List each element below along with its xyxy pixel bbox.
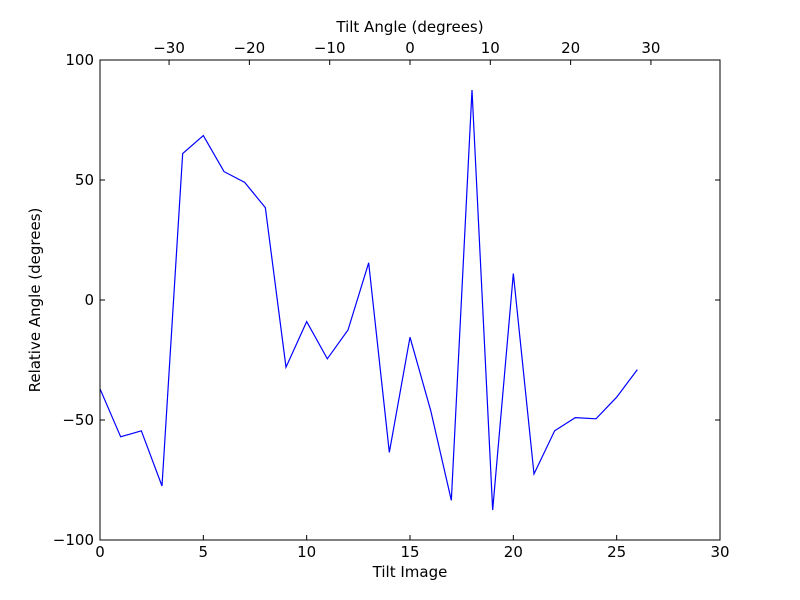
x-tick-label: 0 xyxy=(95,543,105,561)
x-tick-label: 15 xyxy=(400,543,419,561)
top-x-tick-label: 20 xyxy=(561,39,580,57)
y-tick-label: −100 xyxy=(53,531,94,549)
series-line-0 xyxy=(99,89,638,511)
x-tick-label: 10 xyxy=(297,543,316,561)
top-x-tick-label: −10 xyxy=(314,39,346,57)
y-tick-label: 0 xyxy=(84,291,94,309)
x-tick-label: 5 xyxy=(199,543,209,561)
y-axis-label: Relative Angle (degrees) xyxy=(26,208,44,393)
y-tick-label: −50 xyxy=(62,411,94,429)
series-layer xyxy=(99,89,638,511)
top-x-tick-label: 30 xyxy=(641,39,660,57)
ticks-layer: 0 5 10 15 20 25 30−30 −20 −10 0 10 20 30−100−5005010… xyxy=(53,39,730,561)
top-x-tick-label: 0 xyxy=(405,39,415,57)
y-tick-label: 100 xyxy=(65,51,94,69)
top-x-tick-label: 10 xyxy=(481,39,500,57)
x-tick-label: 20 xyxy=(504,543,523,561)
x-axis-label: Tilt Image xyxy=(372,563,448,581)
top-x-tick-label: −30 xyxy=(153,39,185,57)
x-tick-label: 30 xyxy=(710,543,729,561)
x-tick-label: 25 xyxy=(607,543,626,561)
top-x-tick-label: −20 xyxy=(234,39,266,57)
top-x-axis-label: Tilt Angle (degrees) xyxy=(335,18,483,36)
y-tick-label: 50 xyxy=(75,171,94,189)
